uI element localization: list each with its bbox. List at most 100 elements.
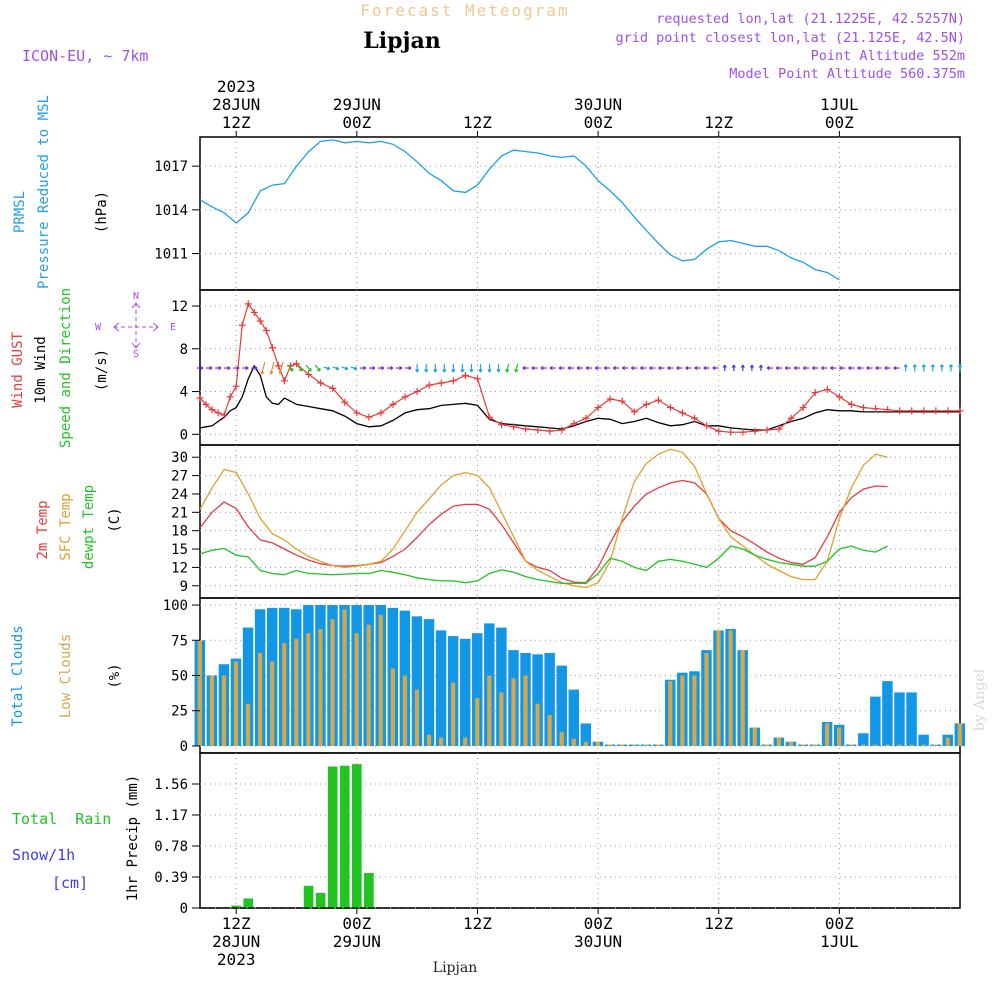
- gust-marker: [582, 414, 590, 422]
- wind-arrow-head: [408, 365, 412, 371]
- gust-marker: [196, 394, 204, 402]
- total-cloud-bar: [544, 652, 555, 746]
- bottom-time-label: 30JUN: [574, 932, 622, 951]
- top-time-label: 00Z: [342, 113, 371, 132]
- wind-arrow-head: [245, 365, 249, 371]
- gust-marker: [558, 426, 566, 434]
- gust-marker: [703, 422, 711, 430]
- y-tick-label: 0.78: [154, 839, 188, 855]
- wind-arrow-head: [308, 367, 312, 372]
- gust-marker: [449, 377, 457, 385]
- wind-arrow-head: [820, 365, 825, 371]
- y-tick-label: 18: [171, 524, 188, 540]
- low-cloud-bar: [318, 629, 323, 746]
- low-cloud-bar: [897, 744, 902, 746]
- gust-marker: [461, 372, 469, 380]
- wind-arrow-head: [830, 365, 834, 371]
- y-tick-label: 1.17: [154, 808, 188, 824]
- gust-marker: [317, 379, 325, 387]
- wind-arrow-head: [209, 365, 213, 371]
- wind-arrow-head: [948, 364, 954, 368]
- top-time-label: 12Z: [463, 113, 492, 132]
- compass-n: N: [133, 291, 139, 302]
- y-tick-label: 0: [180, 901, 188, 917]
- wind-arrow-head: [930, 364, 935, 368]
- wind-arrow-head: [478, 369, 483, 373]
- wind-arrow-head: [469, 369, 474, 373]
- low-cloud-bar: [197, 640, 202, 746]
- wind-arrow-head: [415, 369, 420, 373]
- low-cloud-bar: [402, 675, 407, 746]
- low-cloud-bar: [644, 744, 649, 746]
- pressure-reduced-label: Pressure Reduced to MSL: [36, 95, 52, 289]
- low-cloud-bar: [909, 744, 914, 746]
- wind-arrow-head: [793, 365, 798, 371]
- wind-arrow: [515, 363, 519, 373]
- low-cloud-bar: [414, 689, 420, 746]
- gust-marker: [262, 327, 270, 335]
- wind-arrow-head: [621, 365, 626, 371]
- footer-location: Lipjan: [433, 960, 477, 976]
- wind-unit: (m/s): [94, 349, 110, 391]
- gust-marker: [268, 344, 276, 352]
- low-cloud-bar: [221, 675, 227, 746]
- wind-arrow: [506, 363, 510, 373]
- top-time-label: 1JUL: [820, 95, 859, 114]
- wind-arrow-head: [957, 364, 963, 368]
- top-time-label: 00Z: [825, 113, 854, 132]
- wind-arrow-head: [667, 365, 671, 371]
- gust-marker: [534, 426, 542, 434]
- low-cloud-bar: [619, 744, 625, 746]
- gust-marker: [654, 396, 662, 404]
- gust-marker: [214, 409, 222, 417]
- top-time-label: 12Z: [222, 113, 251, 132]
- clouds-panel: [194, 605, 966, 746]
- y-tick-label: 0: [180, 739, 188, 755]
- temperature-panel: [199, 448, 888, 589]
- header-title: Forecast Meteogram: [360, 1, 569, 20]
- low-cloud-bar: [451, 682, 456, 746]
- top-time-label: 30JUN: [574, 95, 622, 114]
- wind-arrow-head: [335, 366, 340, 371]
- top-time-label: 28JUN: [212, 95, 260, 114]
- wind-arrow-head: [576, 365, 580, 371]
- wind-arrow-head: [640, 365, 644, 371]
- total-cloud-bar: [496, 627, 507, 746]
- rain-bar: [352, 764, 362, 908]
- low-cloud-bar: [825, 723, 830, 746]
- low-cloud-bar: [306, 633, 311, 746]
- pressure-labels: PRMSL Pressure Reduced to MSL (hPa): [12, 95, 110, 289]
- gust-marker: [751, 427, 759, 435]
- gust-marker: [642, 400, 650, 408]
- wind-arrow-head: [298, 367, 303, 372]
- grid-lines: [200, 137, 960, 909]
- gust-marker: [932, 407, 940, 415]
- wind-arrow: [261, 361, 266, 375]
- y-tick-label: 1.56: [154, 777, 188, 793]
- bottom-time-label: 12Z: [704, 914, 733, 933]
- bottom-time-label: 2023: [217, 950, 256, 969]
- snow-label: Snow/1h: [12, 846, 75, 864]
- t2m-line: [199, 479, 888, 584]
- wind-arrow: [305, 364, 312, 372]
- wind-arrow: [314, 364, 321, 372]
- y-tick-label: 100: [163, 598, 188, 614]
- wind-arrow-head: [549, 365, 553, 371]
- pressure-line: [199, 139, 840, 281]
- low-cloud-bar: [245, 703, 251, 746]
- total-cloud-bar: [411, 616, 423, 746]
- low-cloud-bar: [631, 744, 637, 746]
- wind-direction-arrows: [197, 361, 963, 375]
- panel-frame: [199, 136, 961, 291]
- total-cloud-bar: [894, 692, 905, 746]
- y-tick-label: 12: [171, 299, 188, 315]
- low-cloud-bar: [547, 714, 552, 746]
- low-cloud-bar: [837, 727, 842, 746]
- tsfc-label: SFC Temp: [58, 493, 74, 560]
- wind-arrow-head: [540, 365, 544, 371]
- wind-arrow-head: [594, 365, 598, 371]
- gust-marker: [250, 308, 258, 316]
- location-title: Lipjan: [363, 28, 440, 54]
- rain-bar: [243, 898, 254, 908]
